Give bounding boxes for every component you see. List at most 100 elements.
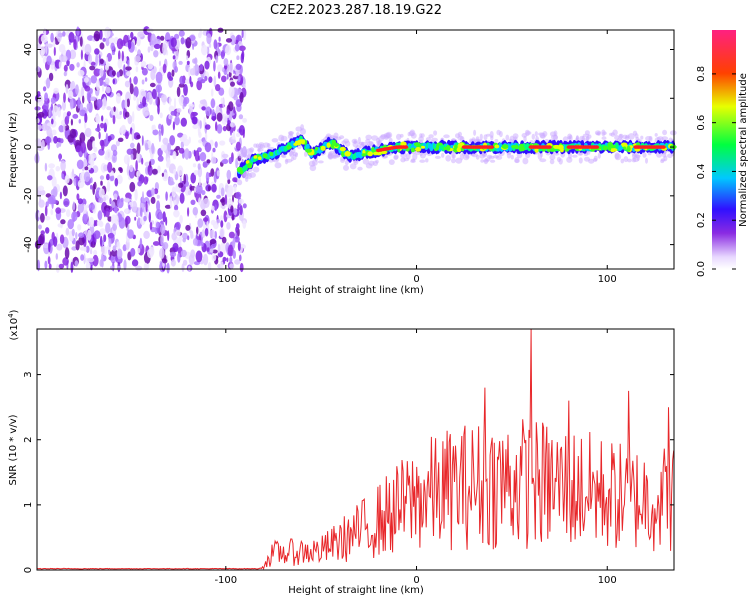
- noise-blob: [157, 165, 161, 174]
- noise-blob: [45, 216, 51, 221]
- noise-blob: [123, 64, 126, 76]
- signal-peak: [456, 146, 462, 153]
- noise-blob: [90, 184, 93, 190]
- noise-blob: [162, 211, 166, 223]
- noise-blob: [136, 170, 141, 177]
- noise-blob: [162, 63, 167, 74]
- signal-halo: [252, 166, 260, 173]
- noise-blob: [232, 250, 236, 259]
- noise-blob: [75, 232, 78, 240]
- noise-blob: [199, 152, 207, 162]
- signal-halo: [428, 134, 434, 139]
- signal-peak: [331, 139, 337, 146]
- noise-blob: [194, 57, 198, 65]
- noise-blob: [75, 174, 78, 187]
- noise-blob: [165, 191, 168, 201]
- noise-blob: [116, 71, 121, 78]
- noise-blob: [174, 66, 178, 73]
- noise-blob: [230, 34, 236, 46]
- signal-peak: [434, 148, 438, 152]
- noise-blob: [140, 90, 147, 97]
- noise-blob: [229, 256, 233, 264]
- noise-blob: [136, 142, 141, 155]
- noise-blob: [100, 245, 108, 256]
- noise-blob: [134, 188, 138, 201]
- noise-blob: [178, 60, 183, 65]
- snr-marks: [36, 328, 675, 570]
- noise-blob: [71, 228, 75, 237]
- noise-blob: [84, 85, 91, 92]
- signal-halo: [645, 157, 648, 164]
- noise-blob: [89, 96, 97, 102]
- signal-peak: [413, 142, 421, 147]
- signal-halo: [399, 133, 404, 138]
- noise-blob: [206, 220, 209, 231]
- noise-blob: [215, 121, 218, 132]
- noise-blob: [36, 138, 42, 150]
- signal-halo: [642, 152, 647, 158]
- noise-blob: [77, 198, 83, 205]
- noise-blob: [79, 132, 86, 144]
- signal-halo: [445, 155, 452, 162]
- noise-blob: [118, 50, 121, 61]
- signal-peak: [344, 151, 351, 157]
- noise-blob: [116, 38, 124, 50]
- signal-peak: [420, 145, 426, 149]
- colorbar-tick-label: 0.8: [696, 66, 707, 82]
- noise-blob: [234, 43, 240, 52]
- signal-halo: [237, 179, 243, 186]
- noise-blob: [127, 59, 130, 67]
- noise-blob: [124, 111, 130, 118]
- noise-blob: [157, 155, 164, 162]
- noise-blob: [101, 253, 104, 264]
- signal-halo: [473, 129, 477, 136]
- noise-blob: [183, 138, 190, 147]
- signal-halo: [584, 156, 590, 162]
- noise-blob: [142, 96, 147, 107]
- noise-blob: [60, 219, 66, 225]
- snr-y-unit: (x104): [7, 309, 20, 340]
- noise-blob: [174, 204, 179, 211]
- signal-halo: [372, 160, 378, 166]
- noise-blob: [62, 31, 66, 37]
- noise-blob: [198, 197, 202, 206]
- noise-blob: [60, 160, 66, 172]
- noise-blob: [128, 204, 131, 210]
- noise-blob: [77, 69, 85, 77]
- noise-blob: [143, 215, 147, 222]
- noise-blob: [141, 135, 144, 146]
- noise-blob: [136, 151, 140, 163]
- noise-blob: [79, 109, 87, 117]
- noise-blob: [239, 205, 243, 216]
- noise-blob: [149, 82, 156, 88]
- noise-blob: [206, 247, 210, 252]
- noise-blob: [211, 183, 217, 193]
- signal-halo: [256, 143, 259, 149]
- signal-peak: [269, 151, 274, 157]
- noise-blob: [87, 229, 92, 241]
- noise-blob: [124, 80, 131, 88]
- noise-blob: [209, 239, 217, 245]
- signal-halo: [475, 154, 480, 160]
- signal-halo: [620, 158, 625, 164]
- noise-blob: [166, 157, 171, 167]
- signal-halo: [410, 159, 416, 164]
- noise-blob: [223, 210, 228, 223]
- noise-blob: [188, 66, 191, 77]
- signal-halo: [304, 151, 308, 157]
- noise-blob: [209, 108, 212, 115]
- snr-frame: [36, 328, 675, 571]
- noise-blob: [196, 79, 203, 91]
- signal-halo: [558, 158, 563, 165]
- y-tick-label: -40: [23, 236, 34, 252]
- signal-peak: [511, 145, 517, 149]
- noise-blob: [218, 36, 221, 42]
- noise-blob: [35, 118, 40, 124]
- signal-halo: [284, 158, 289, 165]
- noise-blob: [158, 130, 162, 143]
- spectrogram-panel: -100 0 100 40 20 0 -20 -40 Height of straight l…: [8, 26, 677, 296]
- x-tick-label: 0: [413, 274, 419, 285]
- signal-halo: [510, 154, 514, 160]
- noise-blob: [72, 201, 76, 211]
- noise-blob: [236, 223, 240, 230]
